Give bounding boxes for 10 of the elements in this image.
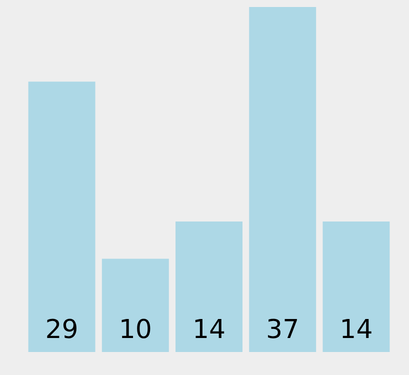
data-label: 14 (340, 314, 373, 345)
data-label: 37 (266, 314, 300, 345)
data-label: 29 (45, 314, 78, 345)
data-label: 14 (192, 314, 226, 345)
data-label: 10 (118, 314, 152, 345)
bar (28, 82, 96, 352)
bar (249, 7, 316, 352)
bar (322, 221, 390, 352)
bar (176, 221, 242, 352)
bar (102, 258, 169, 352)
